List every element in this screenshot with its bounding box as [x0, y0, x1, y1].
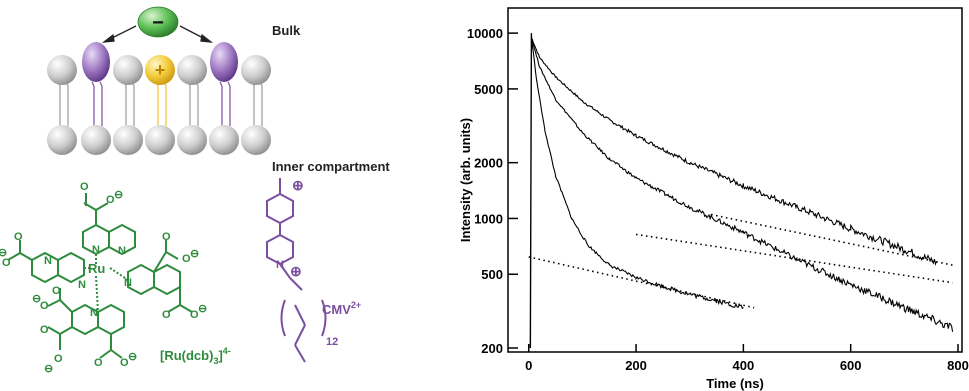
- ru-dcb-structure: [7, 193, 193, 359]
- svg-text:O: O: [80, 181, 89, 193]
- plot-frame: [507, 7, 963, 353]
- svg-text:⊖: ⊖: [32, 293, 41, 305]
- svg-text:N: N: [92, 244, 100, 256]
- y-tick-label: 1000: [474, 211, 503, 226]
- ru-dcb-labels: Ru [Ru(dcb)3]4- OO ⊖ OO⊖ OO ⊖ O O ⊖ OO⊖ O O ⊖ …: [0, 181, 231, 375]
- rise-edge: [529, 33, 533, 349]
- svg-text:O: O: [52, 285, 61, 297]
- fit-line-2: [635, 233, 953, 284]
- purple-lipid-head: [82, 42, 110, 82]
- fit-lines-group: [528, 213, 953, 309]
- cationic-lipid-head: +: [145, 55, 175, 85]
- lipid-head-inner: [177, 125, 207, 155]
- diffusion-arrows: [101, 25, 214, 43]
- fit-line-1: [711, 213, 953, 266]
- svg-text:⊕: ⊕: [290, 263, 302, 279]
- svg-text:⊖: ⊖: [114, 189, 123, 201]
- y-tick-label: 5000: [474, 82, 503, 97]
- svg-text:O: O: [40, 324, 49, 336]
- svg-text:O: O: [94, 357, 103, 369]
- lipid-head: [113, 55, 143, 85]
- membrane-schematic: + − Bulk Inner compartment: [47, 6, 390, 174]
- cmv-labels: ⊕ N ⊕ 12 CMV2+: [276, 177, 361, 348]
- inner-compartment-label: Inner compartment: [272, 159, 390, 174]
- decay-series-1: [530, 37, 938, 266]
- x-tick-label: 800: [947, 358, 969, 373]
- svg-text:O: O: [14, 231, 23, 243]
- y-axis-label: Intensity (arb. units): [458, 118, 473, 242]
- y-tick-label: 500: [481, 267, 503, 282]
- svg-text:N: N: [44, 255, 52, 267]
- svg-text:O: O: [2, 257, 11, 269]
- svg-text:O: O: [162, 231, 171, 243]
- anion-ellipse: −: [137, 6, 179, 38]
- cation-sign: +: [155, 60, 166, 80]
- x-tick-label: 600: [840, 358, 862, 373]
- svg-text:O: O: [120, 357, 129, 369]
- svg-text:N: N: [124, 277, 132, 289]
- svg-text:⊖: ⊖: [198, 303, 207, 315]
- y-tick-label: 200: [481, 341, 503, 356]
- svg-text:⊕: ⊕: [292, 177, 304, 193]
- svg-text:O: O: [54, 353, 63, 365]
- x-tick-label: 0: [525, 358, 532, 373]
- series-group: [529, 33, 954, 349]
- lipid-head: [47, 55, 77, 85]
- decay-chart: 200 500 1000 2000 5000 10000 0 200 400 600 800 In…: [458, 7, 969, 391]
- svg-text:N: N: [276, 259, 284, 271]
- cmv-structure: [266, 178, 327, 363]
- lipid-head-inner: [209, 125, 239, 155]
- lipid-head-inner: [145, 125, 175, 155]
- anion-sign: −: [152, 12, 164, 34]
- svg-text:O: O: [190, 309, 199, 321]
- purple-lipid-head: [210, 42, 238, 82]
- chain-repeat-count: 12: [326, 336, 338, 348]
- x-axis: 0 200 400 600 800: [525, 344, 969, 373]
- svg-text:N: N: [118, 245, 126, 257]
- lipid-head-inner: [241, 125, 271, 155]
- lipid-head-inner: [81, 125, 111, 155]
- svg-text:N: N: [90, 307, 98, 319]
- svg-text:⊖: ⊖: [44, 363, 53, 375]
- lipid-head-inner: [113, 125, 143, 155]
- x-axis-label: Time (ns): [706, 376, 764, 391]
- svg-text:O: O: [106, 194, 115, 206]
- svg-text:⊖: ⊖: [190, 248, 199, 260]
- bulk-label: Bulk: [272, 23, 301, 38]
- svg-text:⊖: ⊖: [0, 247, 7, 259]
- lipid-head: [177, 55, 207, 85]
- ru-complex-label: [Ru(dcb)3]4-: [160, 346, 231, 366]
- x-tick-label: 200: [625, 358, 647, 373]
- fit-line-3: [528, 256, 755, 309]
- svg-text:O: O: [182, 253, 191, 265]
- decay-series-2: [530, 37, 954, 332]
- y-axis: 200 500 1000 2000 5000 10000: [467, 26, 518, 356]
- svg-text:O: O: [40, 300, 49, 312]
- y-tick-label: 2000: [474, 156, 503, 171]
- y-tick-label: 10000: [467, 26, 503, 41]
- ru-atom-label: Ru: [88, 261, 105, 276]
- svg-text:N: N: [78, 279, 86, 291]
- cmv-label: CMV2+: [322, 300, 361, 317]
- svg-text:⊖: ⊖: [128, 351, 137, 363]
- svg-text:O: O: [162, 309, 171, 321]
- lipid-head-inner: [47, 125, 77, 155]
- x-tick-label: 400: [733, 358, 755, 373]
- decay-series-3: [530, 37, 744, 310]
- lipid-head: [241, 55, 271, 85]
